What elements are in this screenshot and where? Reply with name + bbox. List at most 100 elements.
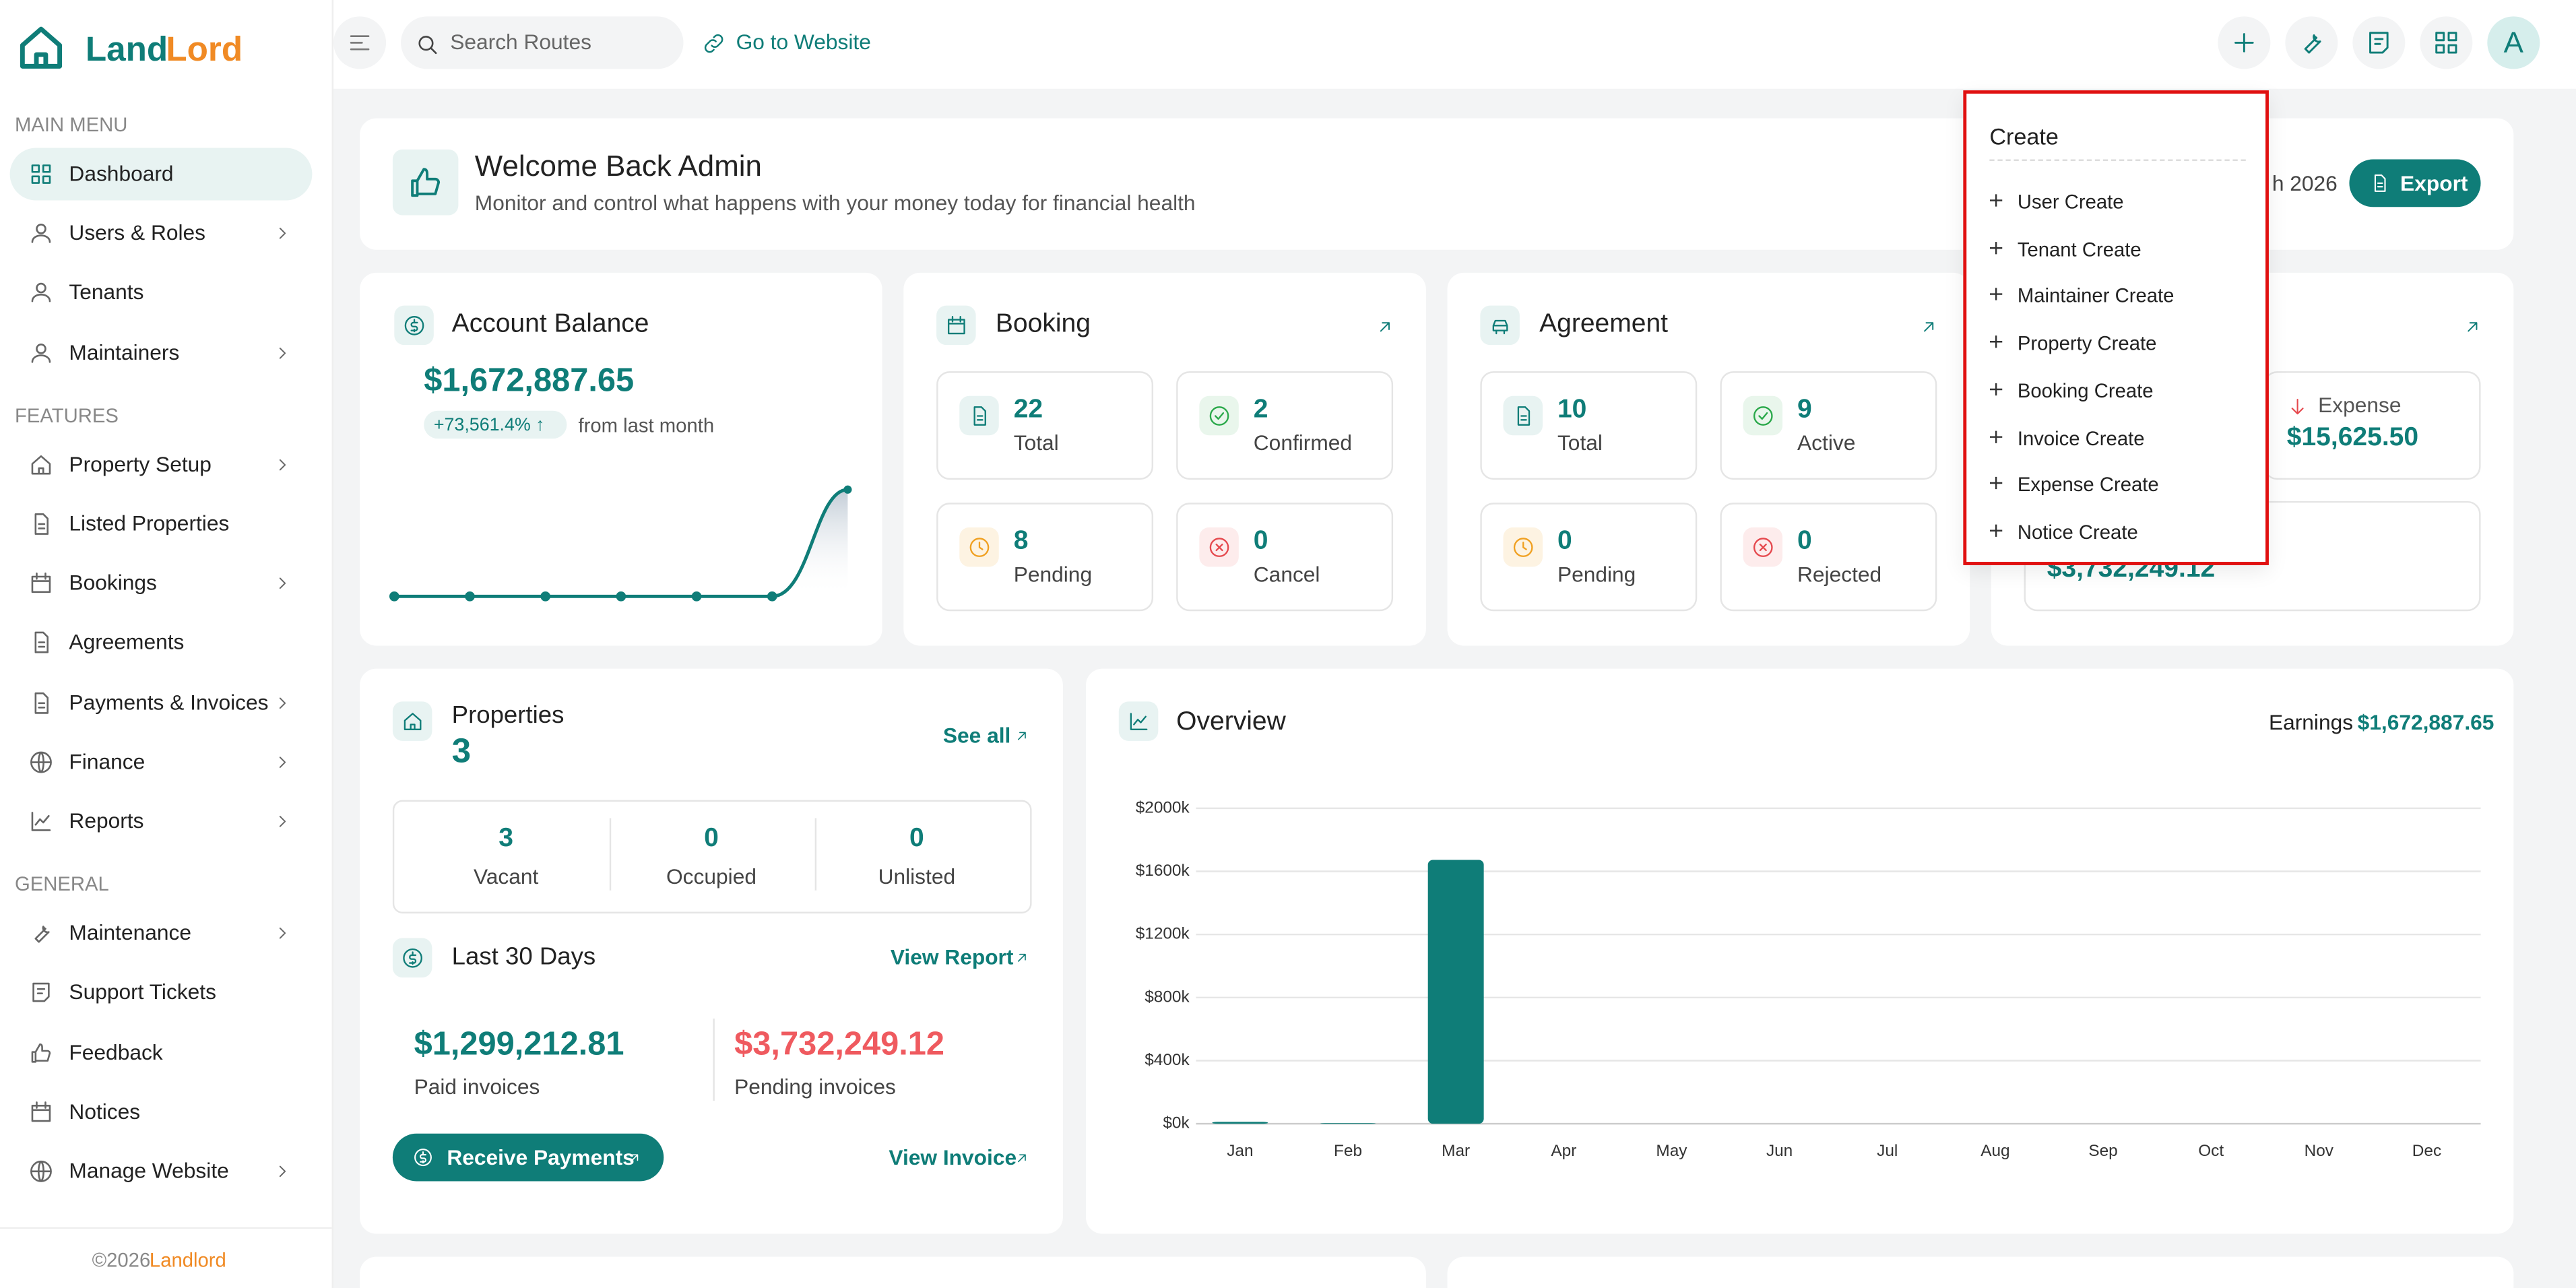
expense-arrow-path	[2291, 398, 2304, 415]
toolbar-button[interactable]	[2352, 16, 2406, 69]
stat-icon-path	[1513, 537, 1533, 557]
nav-item[interactable]: Finance	[69, 748, 146, 774]
nav-icon	[31, 573, 51, 593]
property-stat-value: 3	[498, 825, 514, 853]
nav-icon	[32, 983, 50, 1003]
nav-item[interactable]: Bookings	[69, 570, 157, 595]
logo-lord: Lord	[166, 31, 243, 69]
create-plus	[1988, 327, 2004, 360]
create-item[interactable]: Tenant Create	[2017, 237, 2142, 261]
y-tick-label: $0k	[1163, 1114, 1190, 1132]
stat-icon	[1513, 537, 1533, 557]
x-tick-label: Jun	[1766, 1142, 1793, 1160]
nav-icon-path	[31, 1042, 51, 1062]
stat-box	[936, 503, 1154, 612]
sparkline-area	[394, 489, 848, 597]
nav-item[interactable]: Maintenance	[69, 920, 192, 945]
toolbar-icon	[2369, 32, 2389, 54]
receive-icon	[414, 1149, 432, 1166]
open-arrow	[1380, 322, 1390, 332]
section-title: FEATURES	[14, 404, 119, 427]
create-item[interactable]: Property Create	[2017, 331, 2157, 356]
chevron-path	[279, 1165, 286, 1178]
nav-item[interactable]: Tenants	[69, 280, 144, 305]
active-item-bg	[9, 148, 313, 201]
create-item[interactable]: Maintainer Create	[2017, 284, 2175, 309]
copyright-brand: Landlord	[149, 1248, 226, 1272]
stat-value: 10	[1557, 395, 1587, 424]
nav-icon-path	[31, 1101, 51, 1122]
chevron	[279, 459, 286, 470]
nav-item[interactable]: Notices	[69, 1099, 141, 1124]
stat-label: Rejected	[1797, 562, 1882, 587]
search-icon	[418, 36, 437, 55]
stat-icon-path	[1209, 537, 1229, 557]
nav-item[interactable]: Payments & Invoices	[69, 689, 269, 714]
stat-icon-path	[969, 537, 989, 557]
stat-label: Total	[1013, 430, 1059, 455]
stat-icon	[1517, 406, 1530, 426]
stat-value: 9	[1797, 395, 1812, 424]
agreement-title: Agreement	[1539, 310, 1669, 339]
nav-item[interactable]: Manage Website	[69, 1158, 229, 1183]
property-stat-label: Occupied	[666, 864, 756, 889]
nav-icon	[34, 691, 49, 713]
nav-item[interactable]: Listed Properties	[69, 511, 230, 536]
search-box[interactable]	[401, 16, 684, 69]
create-item[interactable]: Notice Create	[2017, 520, 2138, 544]
stat-icon	[973, 406, 986, 426]
nav-item[interactable]: Reports	[69, 808, 144, 833]
nav-item[interactable]: Agreements	[69, 630, 185, 655]
nav-item[interactable]: Maintainers	[69, 339, 180, 364]
y-tick-label: $1200k	[1136, 925, 1190, 943]
chevron-path	[279, 347, 286, 358]
welcome-icon-bg	[392, 149, 459, 216]
nav-item[interactable]: Feedback	[69, 1039, 163, 1064]
stat-box	[1176, 371, 1394, 480]
create-plus	[1988, 186, 2004, 219]
bar	[1427, 860, 1484, 1124]
go-to-website[interactable]: Go to Website	[736, 29, 871, 55]
welcome-icon	[411, 168, 441, 197]
sparkline-point	[540, 591, 550, 602]
toolbar-icon	[2304, 34, 2321, 54]
stat-icon	[969, 537, 989, 557]
logo-icon	[20, 26, 63, 69]
nav-icon-path	[34, 513, 49, 535]
export-label: Export	[2400, 170, 2468, 196]
create-item[interactable]: User Create	[2017, 190, 2124, 214]
view-invoice[interactable]: View Invoice	[889, 1145, 1017, 1170]
nav-item[interactable]: Users & Roles	[69, 220, 206, 245]
stat-box	[936, 371, 1154, 480]
receive-label: Receive Payments	[447, 1145, 635, 1170]
nav-item[interactable]: Support Tickets	[69, 979, 216, 1005]
toolbar-icon-path	[2304, 34, 2321, 54]
view-report[interactable]: View Report	[890, 944, 1014, 969]
chevron	[279, 347, 286, 358]
nav-item[interactable]: Dashboard	[69, 161, 174, 186]
export-button[interactable]	[2349, 159, 2481, 207]
chevron-path	[279, 459, 286, 470]
stat-box	[1720, 371, 1937, 480]
section-title: MAIN MENU	[14, 113, 128, 137]
nav-icon	[30, 1160, 52, 1182]
see-all[interactable]: See all	[942, 723, 1011, 748]
properties-icon-path	[404, 712, 421, 730]
create-plus	[1988, 375, 2004, 408]
stat-value: 2	[1253, 395, 1268, 424]
avatar[interactable]: A	[2487, 16, 2540, 69]
create-item[interactable]: Invoice Create	[2017, 426, 2145, 450]
nav-icon	[34, 632, 49, 654]
properties-count: 3	[451, 732, 472, 771]
stat-icon	[1753, 537, 1773, 557]
create-item[interactable]: Booking Create	[2017, 379, 2154, 403]
nav-item[interactable]: Property Setup	[69, 451, 212, 476]
create-item[interactable]: Expense Create	[2017, 473, 2159, 496]
create-title: Create	[1989, 123, 2059, 150]
bar	[1320, 1123, 1376, 1124]
toolbar-button[interactable]	[2420, 16, 2473, 69]
y-tick-label: $400k	[1145, 1051, 1190, 1069]
receive-button[interactable]	[392, 1133, 664, 1182]
plus-icon	[1989, 383, 2003, 395]
